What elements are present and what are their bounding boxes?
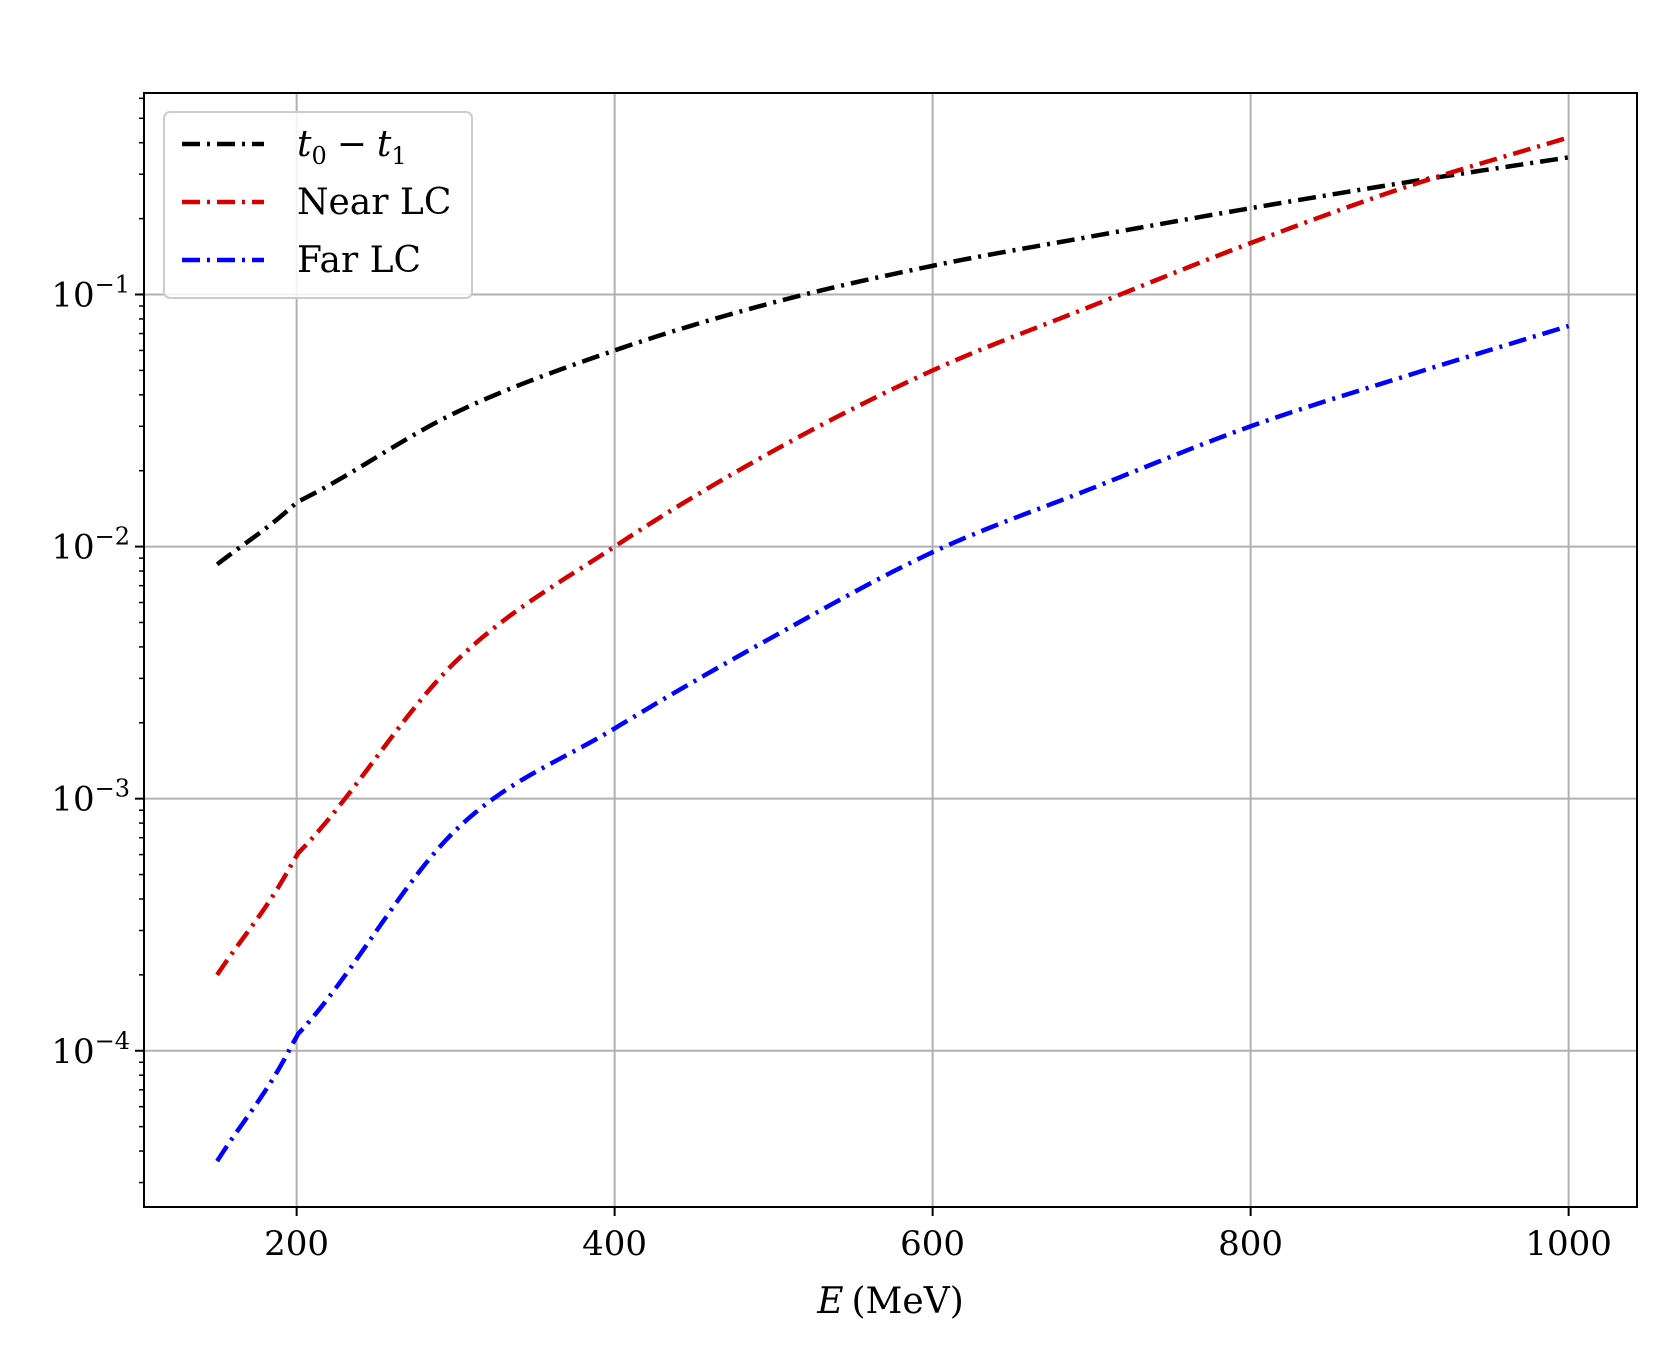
legend-label: Far LC xyxy=(297,240,421,281)
series-layer xyxy=(215,135,1570,1163)
x-axis-unit: (MeV) xyxy=(852,1281,964,1322)
x-axis-label: E (MeV) xyxy=(816,1281,964,1322)
y-tick-label: 10−4 xyxy=(51,1027,130,1072)
legend: t0− t1 Near LC Far LC xyxy=(163,111,473,299)
x-tick-label: 400 xyxy=(582,1224,647,1264)
y-tick-label: 10−1 xyxy=(51,271,130,316)
series-line xyxy=(215,135,1570,977)
x-tick-label: 600 xyxy=(900,1224,965,1264)
y-tick-label: 10−3 xyxy=(51,775,130,820)
legend-label: Near LC xyxy=(297,182,451,223)
series-line xyxy=(215,323,1570,1163)
legend-box xyxy=(163,111,473,299)
axis-ticks: 200 400 600 800 1000 10−1 10−2 10−3 10−4 xyxy=(51,97,1612,1264)
plot-frame xyxy=(143,92,1638,1208)
y-tick-label: 10−2 xyxy=(51,523,130,568)
x-tick-label: 800 xyxy=(1218,1224,1283,1264)
series-line xyxy=(215,155,1569,567)
x-tick-label: 1000 xyxy=(1525,1224,1612,1264)
x-tick-label: 200 xyxy=(264,1224,329,1264)
legend-label: t0− t1 xyxy=(297,124,407,170)
